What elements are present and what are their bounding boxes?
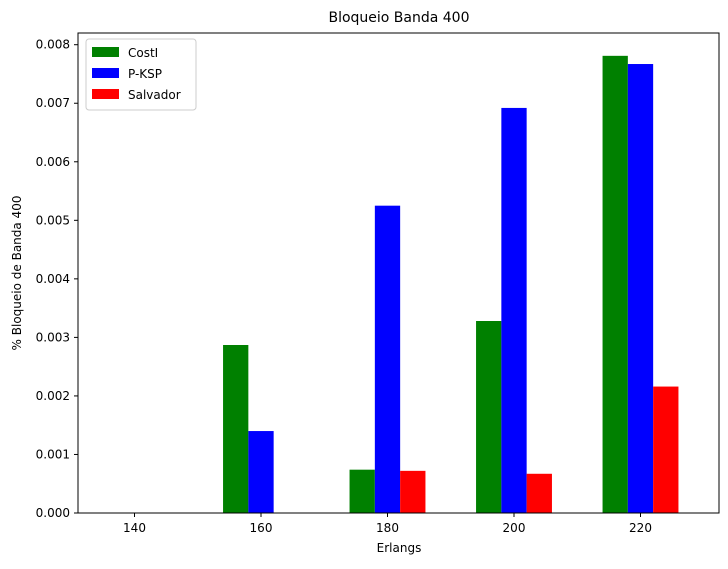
chart-title: Bloqueio Banda 400 [328, 10, 469, 26]
bar-salvador-180 [400, 470, 426, 513]
bar-p-ksp-220 [627, 64, 654, 514]
legend-swatch-salvador [92, 89, 119, 99]
bar-salvador-200 [526, 473, 552, 513]
y-tick-label-0.002: 0.002 [36, 389, 70, 403]
y-tick-label-0.005: 0.005 [36, 213, 70, 227]
bar-salvador-220 [653, 386, 679, 513]
legend-label-p-ksp: P-KSP [128, 67, 162, 81]
bar-p-ksp-200 [501, 107, 527, 514]
y-tick-label-0.004: 0.004 [36, 272, 70, 286]
x-tick-label-160: 160 [250, 521, 273, 535]
y-tick-label-0.003: 0.003 [36, 330, 70, 344]
bar-p-ksp-160 [248, 431, 274, 513]
x-tick-label-140: 140 [123, 521, 146, 535]
legend: CostI P-KSP Salvador [85, 38, 197, 111]
x-tick-label-220: 220 [629, 521, 652, 535]
legend-label-salvador: Salvador [128, 88, 181, 102]
axes-group: 140 160 180 200 220 0.000 0.001 0.002 0.003 0.004… [36, 32, 720, 535]
plot-frame [77, 32, 720, 514]
bars-group [223, 55, 679, 514]
bar-costi-180 [349, 469, 375, 513]
y-tick-label-0.007: 0.007 [36, 96, 70, 110]
legend-label-costi: CostI [128, 46, 158, 60]
x-axis-label: Erlangs [377, 541, 422, 555]
bar-costi-200 [476, 321, 502, 513]
y-tick-label-0.000: 0.000 [36, 506, 70, 520]
legend-swatch-costi [92, 47, 119, 57]
bar-costi-220 [602, 55, 628, 513]
bar-p-ksp-180 [374, 205, 401, 513]
bar-costi-160 [223, 345, 249, 513]
y-axis-label: % Bloqueio de Banda 400 [10, 196, 24, 351]
y-tick-label-0.008: 0.008 [36, 38, 70, 52]
legend-swatch-p-ksp [92, 68, 119, 78]
x-tick-label-200: 200 [503, 521, 526, 535]
y-tick-label-0.006: 0.006 [36, 155, 70, 169]
y-tick-label-0.001: 0.001 [36, 447, 70, 461]
x-tick-label-180: 180 [376, 521, 399, 535]
